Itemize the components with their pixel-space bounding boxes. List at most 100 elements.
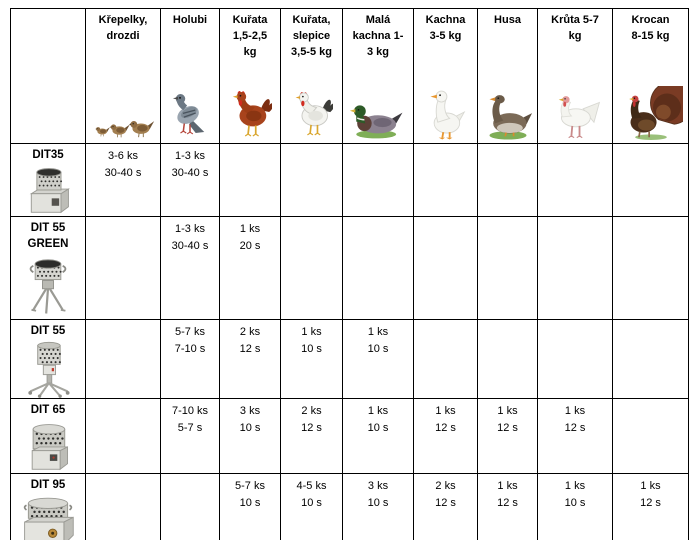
time-value: 12 s bbox=[239, 343, 261, 355]
col-header-label-line: kachna 1- bbox=[352, 30, 404, 42]
value-cell-dit95-kurata-1-5-2-5-kg: 5-7 ks 10 s bbox=[219, 473, 281, 540]
value-cell-dit65-krepelky-drozdi bbox=[85, 398, 161, 474]
value-cell-dit55-green-kachna-3-5-kg bbox=[413, 216, 478, 320]
col-header-label-line: Křepelky, bbox=[98, 14, 148, 26]
col-header-content-holubi: Holubi bbox=[162, 10, 219, 143]
value-cell-dit55-husa bbox=[477, 319, 538, 399]
pieces-value: 1 ks bbox=[435, 405, 456, 417]
value-cell-dit55-green-krepelky-drozdi bbox=[85, 216, 161, 320]
value-cell-dit35-krocan-8-15-kg bbox=[612, 143, 689, 217]
pieces-value: 1 ks bbox=[301, 326, 322, 338]
value-cell-dit95-kachna-3-5-kg: 2 ks 12 s bbox=[413, 473, 478, 540]
machine-cell-dit95: DIT 95 bbox=[10, 473, 86, 540]
bird-image-box-kurata-slepice-3-5-5-kg bbox=[282, 60, 341, 140]
white-hen-icon bbox=[291, 86, 333, 140]
machine-content-dit55-green: DIT 55 GREEN bbox=[12, 218, 85, 319]
dit55-plucker-icon bbox=[22, 340, 74, 398]
dark-turkey-icon bbox=[619, 86, 683, 140]
pieces-value: 4-5 ks bbox=[296, 480, 327, 492]
machine-name-line: DIT 95 bbox=[30, 479, 66, 491]
value-cell-dit55-green-mala-kachna-1-3-kg bbox=[342, 216, 414, 320]
machine-cell-dit55: DIT 55 bbox=[10, 319, 86, 399]
col-header-content-kruta-5-7-kg: Krůta 5-7 kg bbox=[539, 10, 612, 143]
col-header-content-kurata-slepice-3-5-5-kg: Kuřata, slepice 3,5-5 kg bbox=[282, 10, 342, 143]
white-duck-icon bbox=[425, 86, 467, 140]
col-header-label-krepelky-drozdi: Křepelky, drozdi bbox=[87, 12, 159, 44]
value-cell-dit35-kachna-3-5-kg bbox=[413, 143, 478, 217]
value-cell-dit55-green-kurata-slepice-3-5-5-kg bbox=[280, 216, 343, 320]
pieces-value: 1 ks bbox=[367, 405, 389, 417]
value-cell-dit35-krepelky-drozdi: 3-6 ks 30-40 s bbox=[85, 143, 161, 217]
capacity-value: 1 ks 20 s bbox=[221, 218, 280, 256]
time-value: 12 s bbox=[301, 422, 322, 434]
brown-chicken-icon bbox=[228, 86, 272, 140]
col-header-label-holubi: Holubi bbox=[162, 12, 218, 28]
machine-image-box-dit95 bbox=[16, 493, 80, 540]
value-cell-dit55-green-husa bbox=[477, 216, 538, 320]
pieces-value: 1 ks bbox=[497, 480, 518, 492]
bird-image-box-kruta-5-7-kg bbox=[539, 44, 611, 140]
col-header-label-line: Kachna bbox=[425, 14, 466, 26]
time-value: 10 s bbox=[367, 343, 389, 355]
machine-name-line: GREEN bbox=[27, 238, 69, 250]
value-cell-dit95-krepelky-drozdi bbox=[85, 473, 161, 540]
value-cell-dit95-husa: 1 ks 12 s bbox=[477, 473, 538, 540]
table-row-dit65: DIT 65 7-10 ks 5-7 s 3 ks 10 s 2 ks 12 s 1 ks 10… bbox=[10, 398, 689, 474]
machine-content-dit55: DIT 55 bbox=[12, 321, 85, 398]
pigeon-icon bbox=[171, 88, 209, 140]
capacity-value: 1 ks 12 s bbox=[415, 400, 477, 438]
value-cell-dit55-kruta-5-7-kg bbox=[537, 319, 613, 399]
capacity-value: 4-5 ks 10 s bbox=[282, 475, 342, 513]
capacity-value: 7-10 ks 5-7 s bbox=[162, 400, 219, 438]
capacity-value: 1 ks 12 s bbox=[479, 475, 537, 513]
pieces-value: 3 ks bbox=[239, 405, 261, 417]
value-cell-dit35-husa bbox=[477, 143, 538, 217]
bird-image-box-husa bbox=[479, 28, 536, 140]
machine-content-dit35: DIT35 bbox=[12, 145, 85, 216]
pieces-value: 1 ks bbox=[367, 326, 389, 338]
time-value: 30-40 s bbox=[171, 240, 209, 252]
capacity-value: 1-3 ks 30-40 s bbox=[162, 145, 219, 183]
machine-content-dit95: DIT 95 bbox=[12, 475, 85, 540]
col-header-label-line: Krůta 5-7 bbox=[551, 14, 599, 26]
value-cell-dit55-kachna-3-5-kg bbox=[413, 319, 478, 399]
value-cell-dit35-holubi: 1-3 ks 30-40 s bbox=[160, 143, 220, 217]
header-row: Křepelky, drozdi Holubi Kuřata 1,5-2,5 kg Kuřa… bbox=[10, 8, 689, 144]
col-header-kruta-5-7-kg: Krůta 5-7 kg bbox=[537, 8, 613, 144]
col-header-label-line: Holubi bbox=[172, 14, 208, 26]
col-header-label-line: 1,5-2,5 bbox=[232, 30, 268, 42]
time-value: 10 s bbox=[367, 497, 389, 509]
time-value: 30-40 s bbox=[104, 167, 142, 179]
plucker-capacity-table: Křepelky, drozdi Holubi Kuřata 1,5-2,5 kg Kuřa… bbox=[10, 8, 689, 540]
value-cell-dit65-krocan-8-15-kg bbox=[612, 398, 689, 474]
col-header-content-husa: Husa bbox=[479, 10, 537, 143]
capacity-value: 5-7 ks 10 s bbox=[221, 475, 280, 513]
value-cell-dit55-kurata-1-5-2-5-kg: 2 ks 12 s bbox=[219, 319, 281, 399]
capacity-value: 1 ks 10 s bbox=[539, 475, 612, 513]
table-row-dit35: DIT35 3-6 ks 30-40 s 1-3 ks 30-40 s bbox=[10, 143, 689, 217]
capacity-value: 5-7 ks 7-10 s bbox=[162, 321, 219, 359]
machine-image-box-dit35 bbox=[20, 163, 76, 216]
bird-image-box-kachna-3-5-kg bbox=[415, 44, 476, 140]
time-value: 7-10 s bbox=[174, 343, 206, 355]
value-cell-dit95-kurata-slepice-3-5-5-kg: 4-5 ks 10 s bbox=[280, 473, 343, 540]
value-cell-dit35-kurata-1-5-2-5-kg bbox=[219, 143, 281, 217]
capacity-value: 1-3 ks 30-40 s bbox=[162, 218, 219, 256]
bird-image-box-kurata-1-5-2-5-kg bbox=[221, 60, 279, 140]
pieces-value: 1-3 ks bbox=[175, 150, 205, 162]
time-value: 30-40 s bbox=[171, 167, 209, 179]
machine-cell-dit65: DIT 65 bbox=[10, 398, 86, 474]
machine-image-box-dit55-green bbox=[24, 252, 72, 319]
pieces-value: 2 ks bbox=[301, 405, 322, 417]
dit65-plucker-icon bbox=[21, 419, 75, 473]
pieces-value: 5-7 ks bbox=[175, 326, 205, 338]
time-value: 10 s bbox=[301, 343, 322, 355]
col-header-content-krocan-8-15-kg: Krocan 8-15 kg bbox=[614, 10, 688, 143]
col-header-label-husa: Husa bbox=[479, 12, 536, 28]
value-cell-dit65-kachna-3-5-kg: 1 ks 12 s bbox=[413, 398, 478, 474]
value-cell-dit55-mala-kachna-1-3-kg: 1 ks 10 s bbox=[342, 319, 414, 399]
machine-name-line: DIT 55 bbox=[30, 325, 66, 337]
value-cell-dit55-green-kruta-5-7-kg bbox=[537, 216, 613, 320]
capacity-value: 1 ks 10 s bbox=[282, 321, 342, 359]
